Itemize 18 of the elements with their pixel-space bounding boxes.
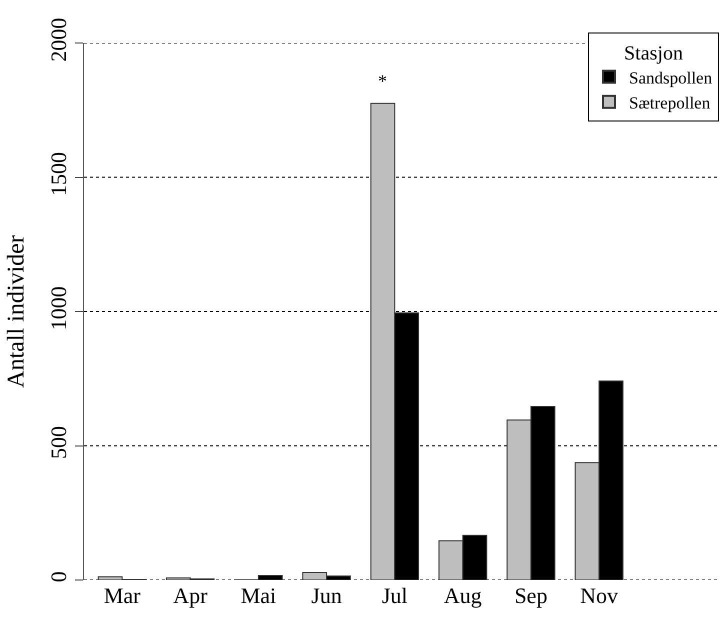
legend-title: Stasjon bbox=[624, 42, 683, 64]
legend-label: Sætrepollen bbox=[629, 94, 711, 113]
annotation: * bbox=[378, 71, 387, 91]
y-tick-label: 2000 bbox=[46, 18, 72, 62]
x-tick-label: Mai bbox=[240, 583, 276, 608]
y-axis-title: Antall individer bbox=[3, 235, 30, 388]
x-tick-label: Mar bbox=[104, 583, 142, 608]
legend-label: Sandspollen bbox=[629, 68, 713, 88]
y-tick-label: 500 bbox=[46, 426, 72, 459]
y-tick-label: 1000 bbox=[46, 286, 72, 330]
x-tick-label: Jul bbox=[382, 583, 408, 608]
x-tick-label: Aug bbox=[444, 583, 482, 608]
x-tick-label: Apr bbox=[173, 583, 208, 608]
x-tick-label: Nov bbox=[580, 583, 618, 608]
y-tick-label: 1500 bbox=[46, 152, 72, 196]
y-tick-label: 0 bbox=[46, 571, 72, 582]
x-tick-label: Jun bbox=[311, 583, 342, 608]
x-tick-label: Sep bbox=[514, 583, 548, 608]
